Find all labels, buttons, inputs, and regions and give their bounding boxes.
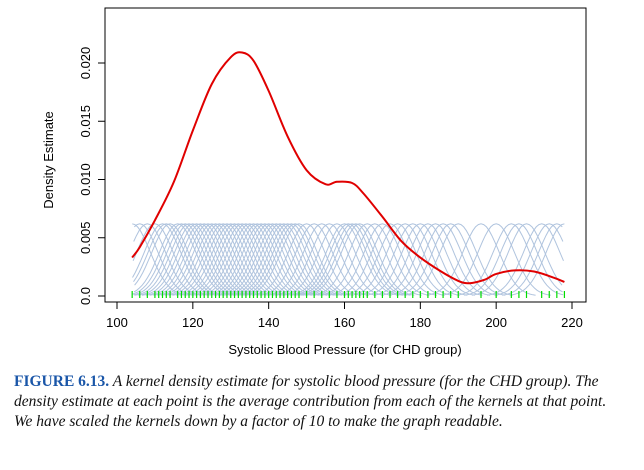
kernel-curve [426, 223, 536, 296]
kernel-curve [225, 223, 335, 296]
kernel-curve [191, 223, 301, 296]
kernel-curve [342, 223, 453, 296]
kernel-curve [172, 223, 282, 296]
figure-caption: FIGURE 6.13. A kernel density estimate f… [14, 372, 626, 432]
kernel-curve [441, 223, 551, 296]
kernel-curve [274, 223, 384, 296]
x-tick-label: 120 [182, 315, 204, 330]
kernel-curve [494, 223, 564, 296]
kernel-curve [232, 223, 343, 296]
kernel-curve [187, 223, 297, 296]
x-tick-label: 140 [258, 315, 280, 330]
kernel-curve [305, 223, 415, 296]
x-tick-label: 220 [561, 315, 583, 330]
x-axis-label: Systolic Blood Pressure (for CHD group) [228, 342, 461, 357]
kernel-curve [141, 223, 252, 296]
kernel-curve [403, 223, 513, 296]
kernel-curve [179, 223, 290, 296]
caption-label: FIGURE 6.13. [14, 373, 110, 390]
kernel-curve [388, 223, 498, 296]
kernel-curve [221, 223, 331, 296]
kernel-curve [259, 223, 369, 296]
kernel-curve [132, 223, 218, 296]
kernel-curve [373, 223, 483, 296]
kernel-curve [251, 223, 362, 296]
kernel-curve [157, 223, 267, 296]
y-axis: 0.0 0.005 0.010 0.015 0.020 [78, 47, 106, 305]
kernel-curve [487, 223, 564, 296]
kernel-curve [365, 223, 475, 296]
x-tick-label: 160 [334, 315, 356, 330]
density-plot: 100 120 140 160 180 200 220 0.0 0.005 0.010 0.015… [41, 7, 587, 357]
kernel-curve [471, 223, 563, 296]
kernel-curve [229, 223, 339, 296]
kernel-curve [350, 223, 460, 296]
kernel-curve [149, 223, 259, 296]
kernel-curve [335, 223, 445, 296]
kernel-curve [183, 223, 293, 296]
kernel-curve [168, 223, 278, 296]
y-tick-label: 0.020 [78, 47, 93, 80]
kernel-curve [153, 223, 263, 296]
x-tick-label: 200 [485, 315, 507, 330]
rug-layer [131, 291, 566, 298]
kernel-curve [145, 223, 256, 296]
y-tick-label: 0.005 [78, 221, 93, 254]
y-tick-label: 0.0 [78, 287, 93, 305]
kernel-curve [210, 223, 320, 296]
x-axis: 100 120 140 160 180 200 220 [106, 301, 583, 330]
kernel-curve [396, 223, 506, 296]
kernel-curve [502, 223, 563, 296]
kernel-curve [164, 223, 275, 296]
kernel-curve [267, 223, 377, 296]
kernel-curve [289, 223, 400, 296]
y-tick-label: 0.010 [78, 163, 93, 196]
kernel-curve [195, 223, 305, 296]
kernel-curve [134, 223, 244, 296]
kernel-curve [297, 223, 407, 296]
y-tick-label: 0.015 [78, 105, 93, 138]
kernel-curve [160, 223, 271, 296]
kernel-curve [327, 223, 438, 296]
kernel-curve [206, 223, 316, 296]
kernel-curve [456, 223, 564, 296]
kernel-curve [244, 223, 354, 296]
kernel-curve [240, 223, 350, 296]
kernel-curve [176, 223, 286, 296]
kernel-curve [138, 223, 248, 296]
kernel-curve [198, 223, 309, 296]
density-curve [131, 51, 565, 285]
kernel-curve [358, 223, 468, 296]
y-axis-label: Density Estimate [41, 111, 56, 209]
kernel-curve [217, 223, 328, 296]
kernel-curve [236, 223, 347, 296]
kernel-curve [282, 223, 392, 296]
kernel-curve [312, 223, 422, 296]
x-tick-label: 180 [409, 315, 431, 330]
caption-text: A kernel density estimate for systolic b… [14, 373, 607, 430]
kernel-curve [464, 223, 563, 296]
kernel-curve [380, 223, 491, 296]
kernel-curve [301, 223, 411, 296]
kernels-layer [132, 223, 565, 296]
kernel-curve [214, 223, 324, 296]
kernel-curve [320, 223, 430, 296]
kernel-curve [293, 223, 403, 296]
kernel-curve [202, 223, 312, 296]
density-layer [131, 51, 565, 285]
x-tick-label: 100 [106, 315, 128, 330]
plot-frame [104, 7, 587, 303]
